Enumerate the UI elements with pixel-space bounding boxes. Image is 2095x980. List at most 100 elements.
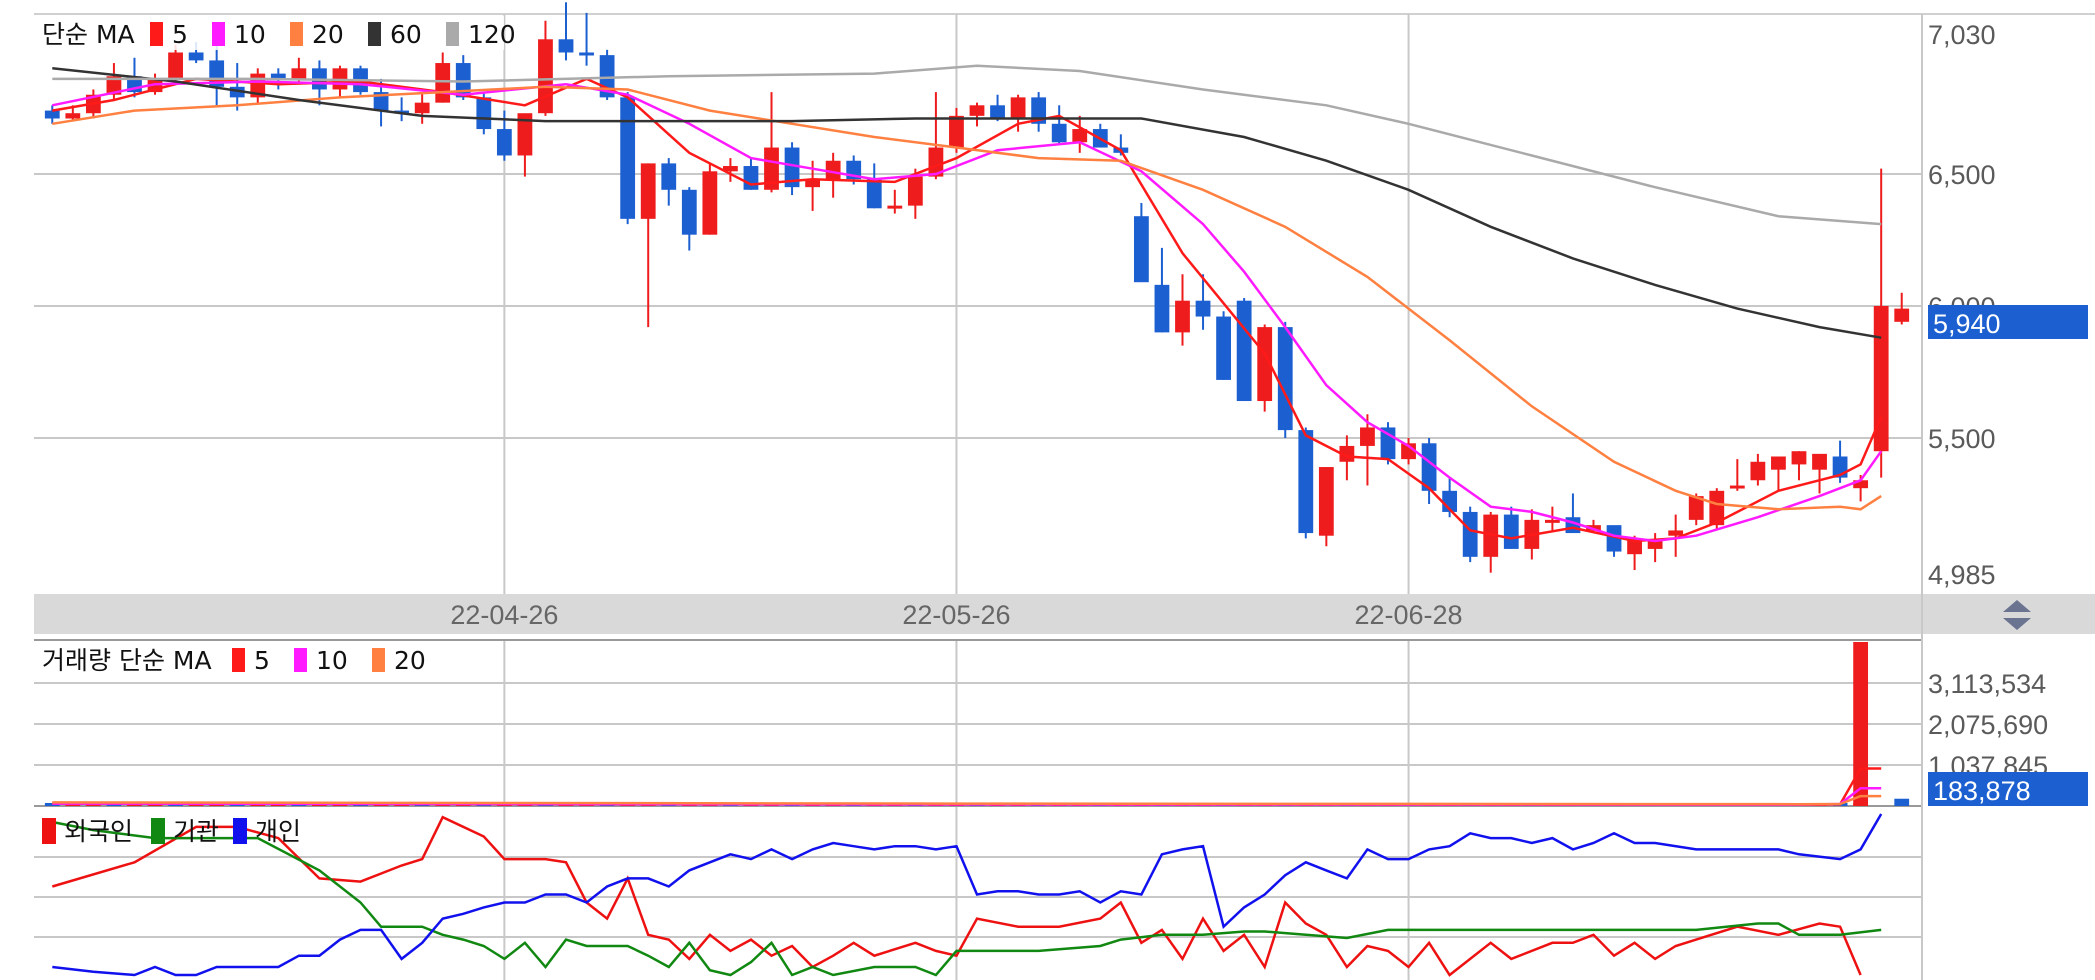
candle-body: [887, 205, 903, 209]
candle-body: [1277, 327, 1293, 431]
candle-body: [1154, 284, 1170, 333]
candle-body: [1688, 496, 1704, 520]
candle-body: [496, 129, 512, 156]
candle-body: [1853, 480, 1869, 489]
candle-body: [1175, 300, 1190, 333]
current-volume-tag-bg: [1928, 772, 2088, 806]
candle-body: [1873, 305, 1889, 452]
price-legend-swatch: [368, 22, 381, 46]
candle-body: [825, 160, 841, 180]
investor-legend: 외국인 기관 개인: [42, 817, 301, 846]
candle-body: [1729, 485, 1745, 489]
investor-기관-line: [52, 820, 1882, 977]
candle-body: [188, 52, 204, 61]
candle-body: [784, 147, 800, 188]
volume-legend-swatch: [294, 648, 307, 672]
candle-body: [1031, 97, 1047, 124]
candle-body: [106, 76, 122, 95]
price-legend-period: 120: [468, 20, 516, 49]
current-price-tag-bg: [1928, 305, 2088, 339]
candle-body: [168, 52, 183, 79]
price-tick-label: 6,500: [1928, 160, 1996, 190]
candle-body: [1010, 97, 1026, 119]
candle-body: [1421, 443, 1437, 491]
volume-tick-label: 2,075,690: [1928, 710, 2048, 740]
price-legend-period: 60: [390, 20, 422, 49]
candle-body: [866, 179, 882, 209]
candle-body: [1360, 427, 1375, 446]
candle-body: [455, 63, 471, 98]
candle-body: [949, 115, 964, 148]
investor-개인-line: [52, 813, 1883, 977]
candle-body: [805, 179, 821, 188]
candle-body: [1647, 540, 1663, 549]
candle-body: [1544, 519, 1560, 523]
candle-body: [270, 73, 286, 79]
candle-body: [1606, 525, 1622, 552]
candle-body: [1462, 511, 1478, 557]
price-legend-swatch: [446, 22, 459, 46]
investor-panel: 외국인 기관 개인: [34, 813, 1922, 977]
volume-tick-label: 3,113,534: [1928, 669, 2046, 699]
investor-legend-label: 개인: [255, 817, 301, 846]
investor-legend-label: 기관: [173, 817, 219, 846]
price-legend-period: 10: [234, 20, 266, 49]
candle-body: [476, 97, 492, 130]
price-legend-period: 5: [172, 20, 188, 49]
candle-body: [969, 105, 985, 116]
volume-ma-20-line: [52, 794, 1882, 806]
candle-body: [229, 86, 245, 98]
candle-body: [723, 166, 738, 172]
candle-body: [558, 39, 574, 53]
volume-bar: [44, 803, 60, 806]
volume-legend-swatch: [232, 648, 245, 672]
candle-body: [743, 166, 759, 190]
current-price-tag: 5,940: [1928, 305, 2088, 339]
candle-body: [579, 52, 594, 56]
candle-body: [1216, 316, 1231, 380]
candle-body: [1812, 453, 1827, 470]
price-ma-lines: [52, 64, 1883, 543]
investor-legend-swatch: [233, 818, 247, 844]
volume-legend: 거래량 단순 MA 5 10 20: [42, 646, 426, 675]
candle-body: [1668, 530, 1684, 536]
volume-legend-items: 5 10 20: [232, 646, 426, 675]
date-axis-label: 22-05-26: [902, 600, 1010, 630]
date-axis-label: 22-06-28: [1354, 600, 1462, 630]
candle-body: [1318, 467, 1334, 536]
price-ma-60-line: [52, 67, 1882, 339]
price-ma-20-line: [52, 85, 1882, 511]
current-volume-value: 183,878: [1933, 776, 2031, 806]
candle-body: [517, 113, 533, 156]
volume-ma-lines: [52, 767, 1882, 807]
price-legend-swatch: [150, 22, 163, 46]
investor-lines: [51, 813, 1883, 977]
candle-body: [65, 113, 81, 119]
candle-body: [681, 189, 697, 235]
current-price-value: 5,940: [1933, 309, 2001, 339]
candle-body: [1133, 216, 1149, 283]
date-axis-label: 22-04-26: [450, 600, 558, 630]
panel-resize-icon[interactable]: [2003, 600, 2031, 630]
volume-bar: [1853, 642, 1869, 806]
price-ma-10-line: [52, 80, 1883, 543]
candle-body: [1298, 430, 1314, 534]
candle-body: [1503, 514, 1519, 549]
candle-body: [661, 163, 677, 190]
investor-grid: [34, 856, 1922, 938]
volume-legend-label: 거래량 단순 MA: [42, 646, 212, 675]
candle-body: [1257, 327, 1273, 402]
price-ma-120-line: [52, 64, 1882, 226]
candle-body: [702, 171, 718, 235]
candle-body: [1195, 300, 1211, 317]
candle-body: [414, 102, 430, 114]
current-volume-tag: 183,878: [1928, 772, 2088, 806]
date-axis-bar: [34, 594, 1922, 634]
price-legend-swatch: [212, 22, 225, 46]
candle-body: [1483, 514, 1499, 557]
candle-body: [620, 97, 636, 219]
date-axis: 22-04-26 22-05-26 22-06-28: [450, 600, 1462, 630]
candle-body: [435, 63, 451, 103]
